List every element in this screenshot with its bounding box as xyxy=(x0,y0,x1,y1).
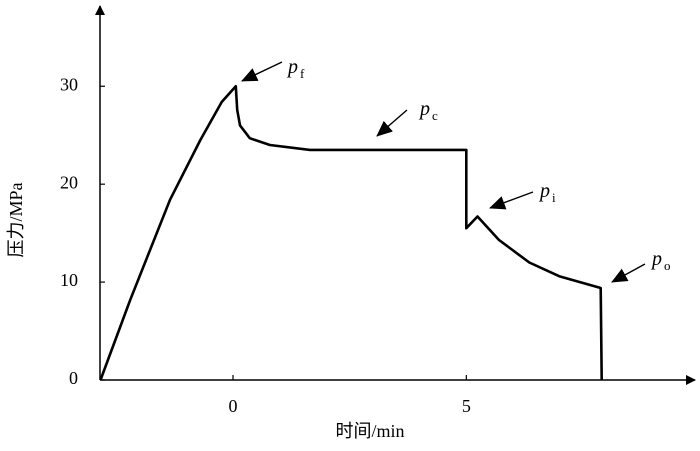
annotation-arrow xyxy=(376,109,408,137)
y-tick-label: 10 xyxy=(60,270,78,290)
x-axis-label: 时间/min xyxy=(335,421,404,441)
y-axis-label: 压力/MPa xyxy=(6,182,26,257)
x-tick-label: 0 xyxy=(229,396,238,416)
annotation-arrow xyxy=(489,191,534,210)
annotation-subscript: o xyxy=(664,258,671,273)
y-tick-label: 0 xyxy=(69,368,78,388)
y-tick-label: 30 xyxy=(60,74,78,94)
annotation-symbol: p xyxy=(650,248,662,270)
annotation-subscript: f xyxy=(300,66,305,81)
annotation-arrow xyxy=(241,61,283,82)
annotation-arrow xyxy=(611,263,646,283)
y-tick-label: 20 xyxy=(60,172,78,192)
annotation-symbol: p xyxy=(538,180,550,202)
annotation-subscript: i xyxy=(552,190,556,205)
x-tick-label: 5 xyxy=(462,396,471,416)
annotation-symbol: p xyxy=(286,56,298,78)
annotation-symbol: p xyxy=(418,98,430,120)
annotation-subscript: c xyxy=(432,108,438,123)
line xyxy=(99,85,603,381)
